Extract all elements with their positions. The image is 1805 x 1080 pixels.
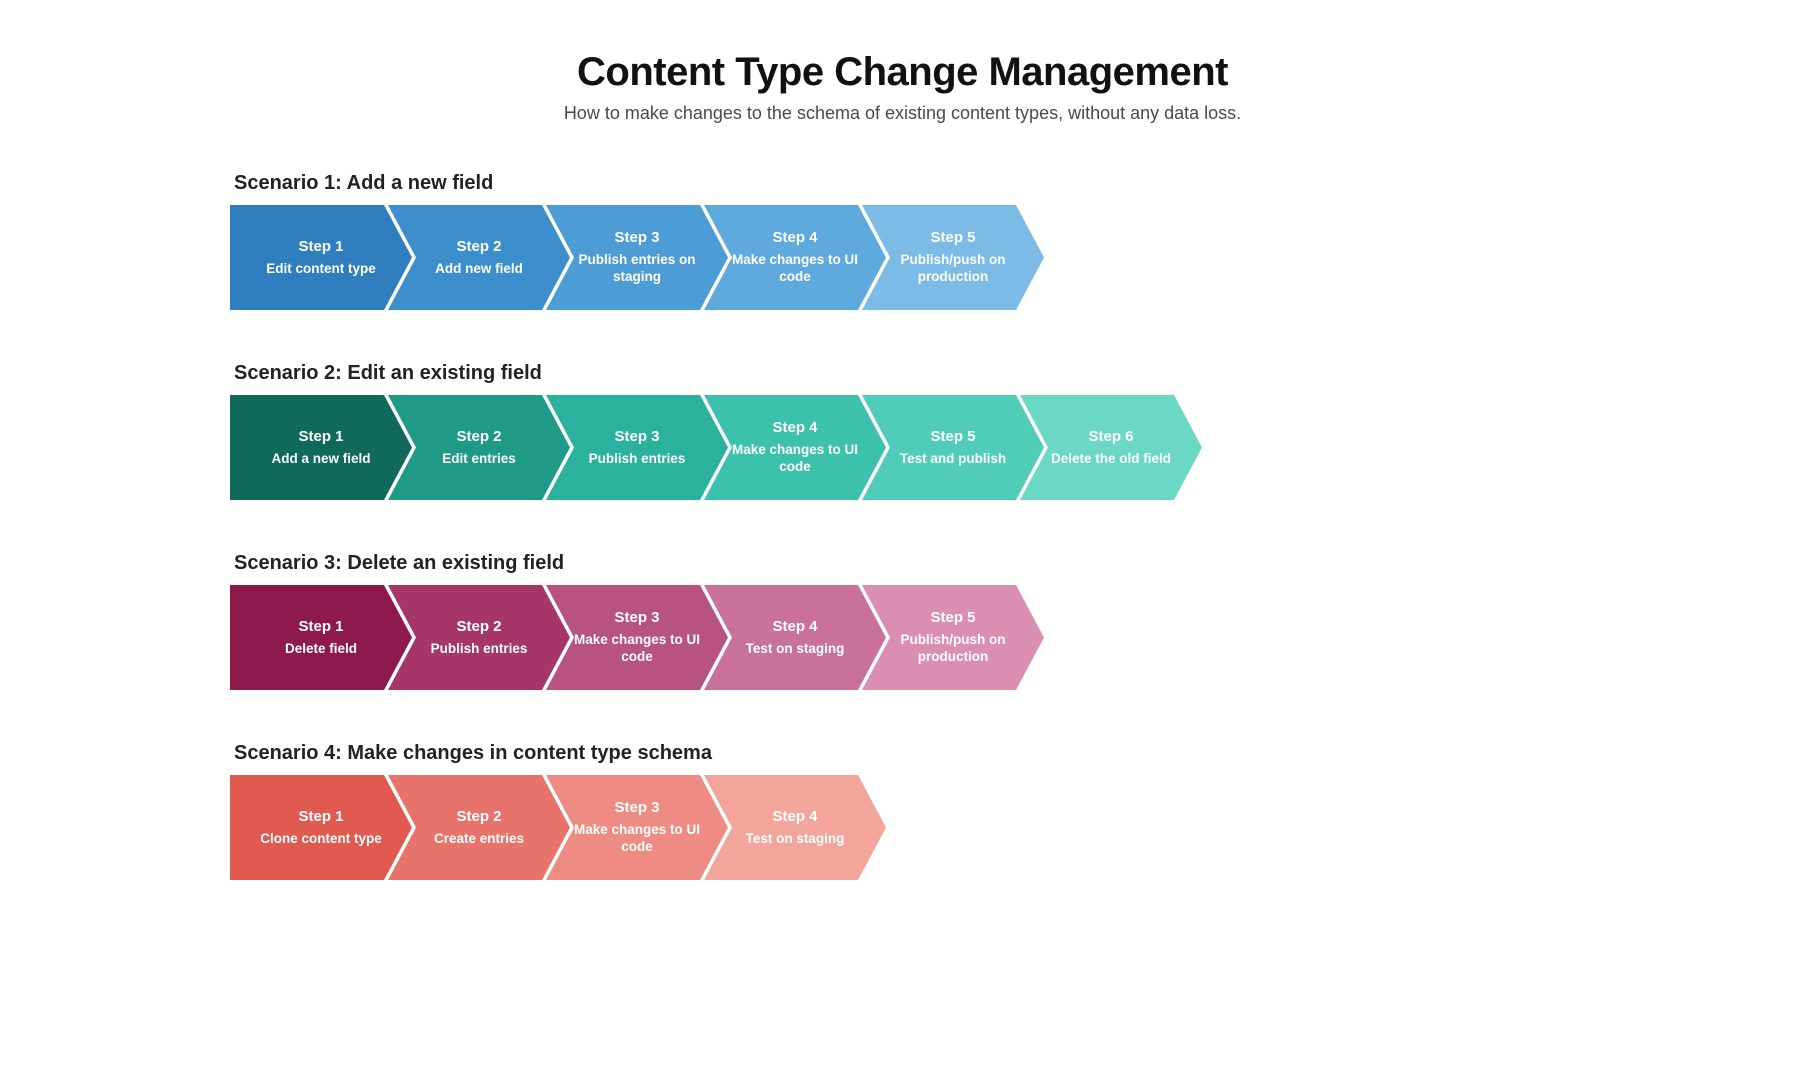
- scenario-block: Scenario 4: Make changes in content type…: [230, 742, 1575, 880]
- step-description: Publish entries on staging: [567, 252, 707, 286]
- step-chevron: Step 2 Publish entries: [388, 585, 570, 690]
- step-description: Publish entries: [431, 641, 528, 658]
- step-number: Step 1: [298, 808, 343, 825]
- step-description: Test on staging: [746, 831, 845, 848]
- step-description: Edit content type: [266, 261, 376, 278]
- step-number: Step 1: [298, 618, 343, 635]
- step-description: Publish/push on production: [883, 632, 1023, 666]
- step-description: Add new field: [435, 261, 523, 278]
- step-chevron: Step 3 Make changes to UI code: [546, 775, 728, 880]
- step-number: Step 5: [930, 428, 975, 445]
- step-number: Step 2: [456, 238, 501, 255]
- scenario-block: Scenario 3: Delete an existing field Step…: [230, 552, 1575, 690]
- page-title: Content Type Change Management: [230, 50, 1575, 95]
- step-number: Step 6: [1088, 428, 1133, 445]
- step-description: Make changes to UI code: [567, 632, 707, 666]
- step-chevron: Step 6 Delete the old field: [1020, 395, 1202, 500]
- step-description: Test on staging: [746, 641, 845, 658]
- scenario-block: Scenario 2: Edit an existing field Step 1…: [230, 362, 1575, 500]
- step-description: Test and publish: [900, 451, 1006, 468]
- step-chevron: Step 1 Clone content type: [230, 775, 412, 880]
- arrow-row: Step 1 Edit content type Step 2 Add new fie…: [230, 205, 1575, 310]
- step-chevron: Step 4 Make changes to UI code: [704, 395, 886, 500]
- step-chevron: Step 1 Delete field: [230, 585, 412, 690]
- step-number: Step 4: [772, 229, 817, 246]
- scenario-block: Scenario 1: Add a new field Step 1 Edit co…: [230, 172, 1575, 310]
- scenario-title: Scenario 4: Make changes in content type…: [234, 742, 1575, 765]
- step-description: Delete field: [285, 641, 357, 658]
- scenario-title: Scenario 1: Add a new field: [234, 172, 1575, 195]
- step-chevron: Step 2 Edit entries: [388, 395, 570, 500]
- step-number: Step 4: [772, 618, 817, 635]
- step-description: Make changes to UI code: [725, 252, 865, 286]
- step-number: Step 3: [614, 428, 659, 445]
- diagram-page: Content Type Change Management How to ma…: [0, 0, 1805, 992]
- step-number: Step 2: [456, 618, 501, 635]
- step-number: Step 5: [930, 229, 975, 246]
- scenario-title: Scenario 3: Delete an existing field: [234, 552, 1575, 575]
- step-chevron: Step 2 Add new field: [388, 205, 570, 310]
- scenarios-container: Scenario 1: Add a new field Step 1 Edit co…: [230, 172, 1575, 880]
- step-number: Step 3: [614, 799, 659, 816]
- step-description: Create entries: [434, 831, 524, 848]
- step-chevron: Step 3 Make changes to UI code: [546, 585, 728, 690]
- step-chevron: Step 3 Publish entries: [546, 395, 728, 500]
- step-number: Step 4: [772, 808, 817, 825]
- arrow-row: Step 1Delete fieldStep 2Publish entriesS…: [230, 585, 1575, 690]
- step-chevron: Step 4 Test on staging: [704, 775, 886, 880]
- page-subtitle: How to make changes to the schema of exi…: [230, 103, 1575, 124]
- step-description: Publish entries: [589, 451, 686, 468]
- step-chevron: Step 2 Create entries: [388, 775, 570, 880]
- step-description: Add a new field: [271, 451, 370, 468]
- step-number: Step 2: [456, 428, 501, 445]
- step-chevron: Step 5 Publish/push on production: [862, 205, 1044, 310]
- step-number: Step 1: [298, 238, 343, 255]
- step-chevron: Step 5 Test and publish: [862, 395, 1044, 500]
- step-description: Make changes to UI code: [725, 442, 865, 476]
- step-chevron: Step 3 Publish entries on staging: [546, 205, 728, 310]
- step-description: Delete the old field: [1051, 451, 1171, 468]
- step-description: Publish/push on production: [883, 252, 1023, 286]
- step-description: Edit entries: [442, 451, 516, 468]
- arrow-row: Step 1Add a new fieldStep 2Edit entriesS…: [230, 395, 1575, 500]
- step-number: Step 4: [772, 419, 817, 436]
- step-description: Make changes to UI code: [567, 822, 707, 856]
- step-number: Step 1: [298, 428, 343, 445]
- step-number: Step 3: [614, 229, 659, 246]
- scenario-title: Scenario 2: Edit an existing field: [234, 362, 1575, 385]
- step-number: Step 5: [930, 609, 975, 626]
- step-number: Step 2: [456, 808, 501, 825]
- step-chevron: Step 1 Edit content type: [230, 205, 412, 310]
- step-description: Clone content type: [260, 831, 382, 848]
- arrow-row: Step 1 Clone content type Step 2 Create ent…: [230, 775, 1575, 880]
- step-chevron: Step 4 Make changes to UI code: [704, 205, 886, 310]
- step-chevron: Step 4 Test on staging: [704, 585, 886, 690]
- step-chevron: Step 5 Publish/push on production: [862, 585, 1044, 690]
- step-number: Step 3: [614, 609, 659, 626]
- step-chevron: Step 1 Add a new field: [230, 395, 412, 500]
